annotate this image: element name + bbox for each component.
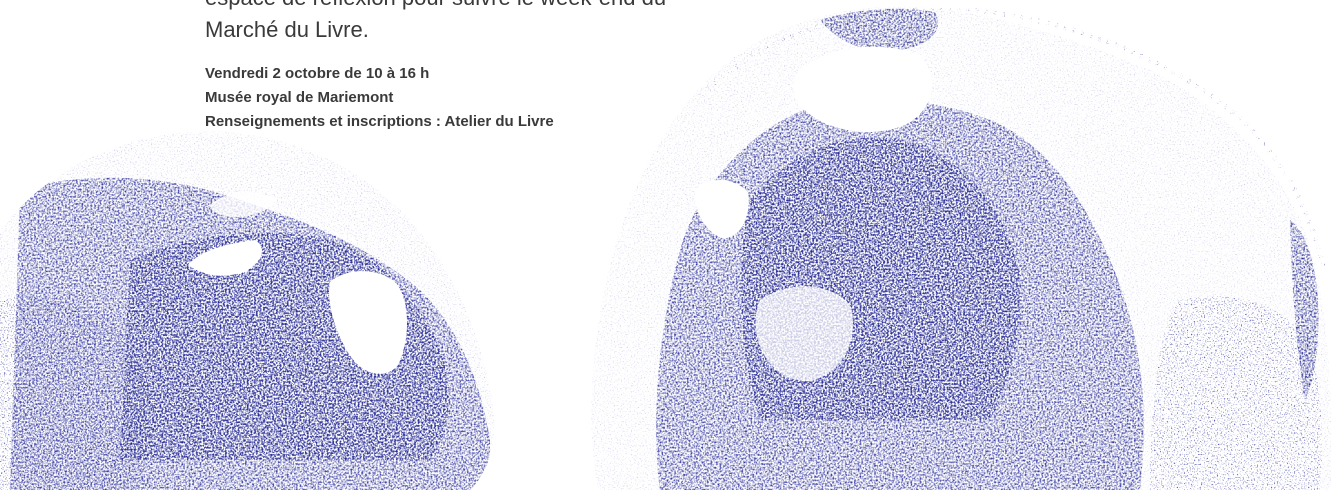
event-date: Vendredi 2 octobre de 10 à 16 h xyxy=(205,65,430,82)
event-text-block: espace de réflexion pour suivre le week-… xyxy=(205,0,765,134)
event-contact: Renseignements et inscriptions : Atelier… xyxy=(205,113,554,130)
left-print xyxy=(0,131,494,490)
intro-line-1: espace de réflexion pour suivre le week-… xyxy=(205,0,765,14)
event-venue: Musée royal de Mariemont xyxy=(205,89,394,106)
event-details: Vendredi 2 octobre de 10 à 16 h Musée ro… xyxy=(205,62,765,134)
intro-line-2: Marché du Livre. xyxy=(205,17,369,42)
